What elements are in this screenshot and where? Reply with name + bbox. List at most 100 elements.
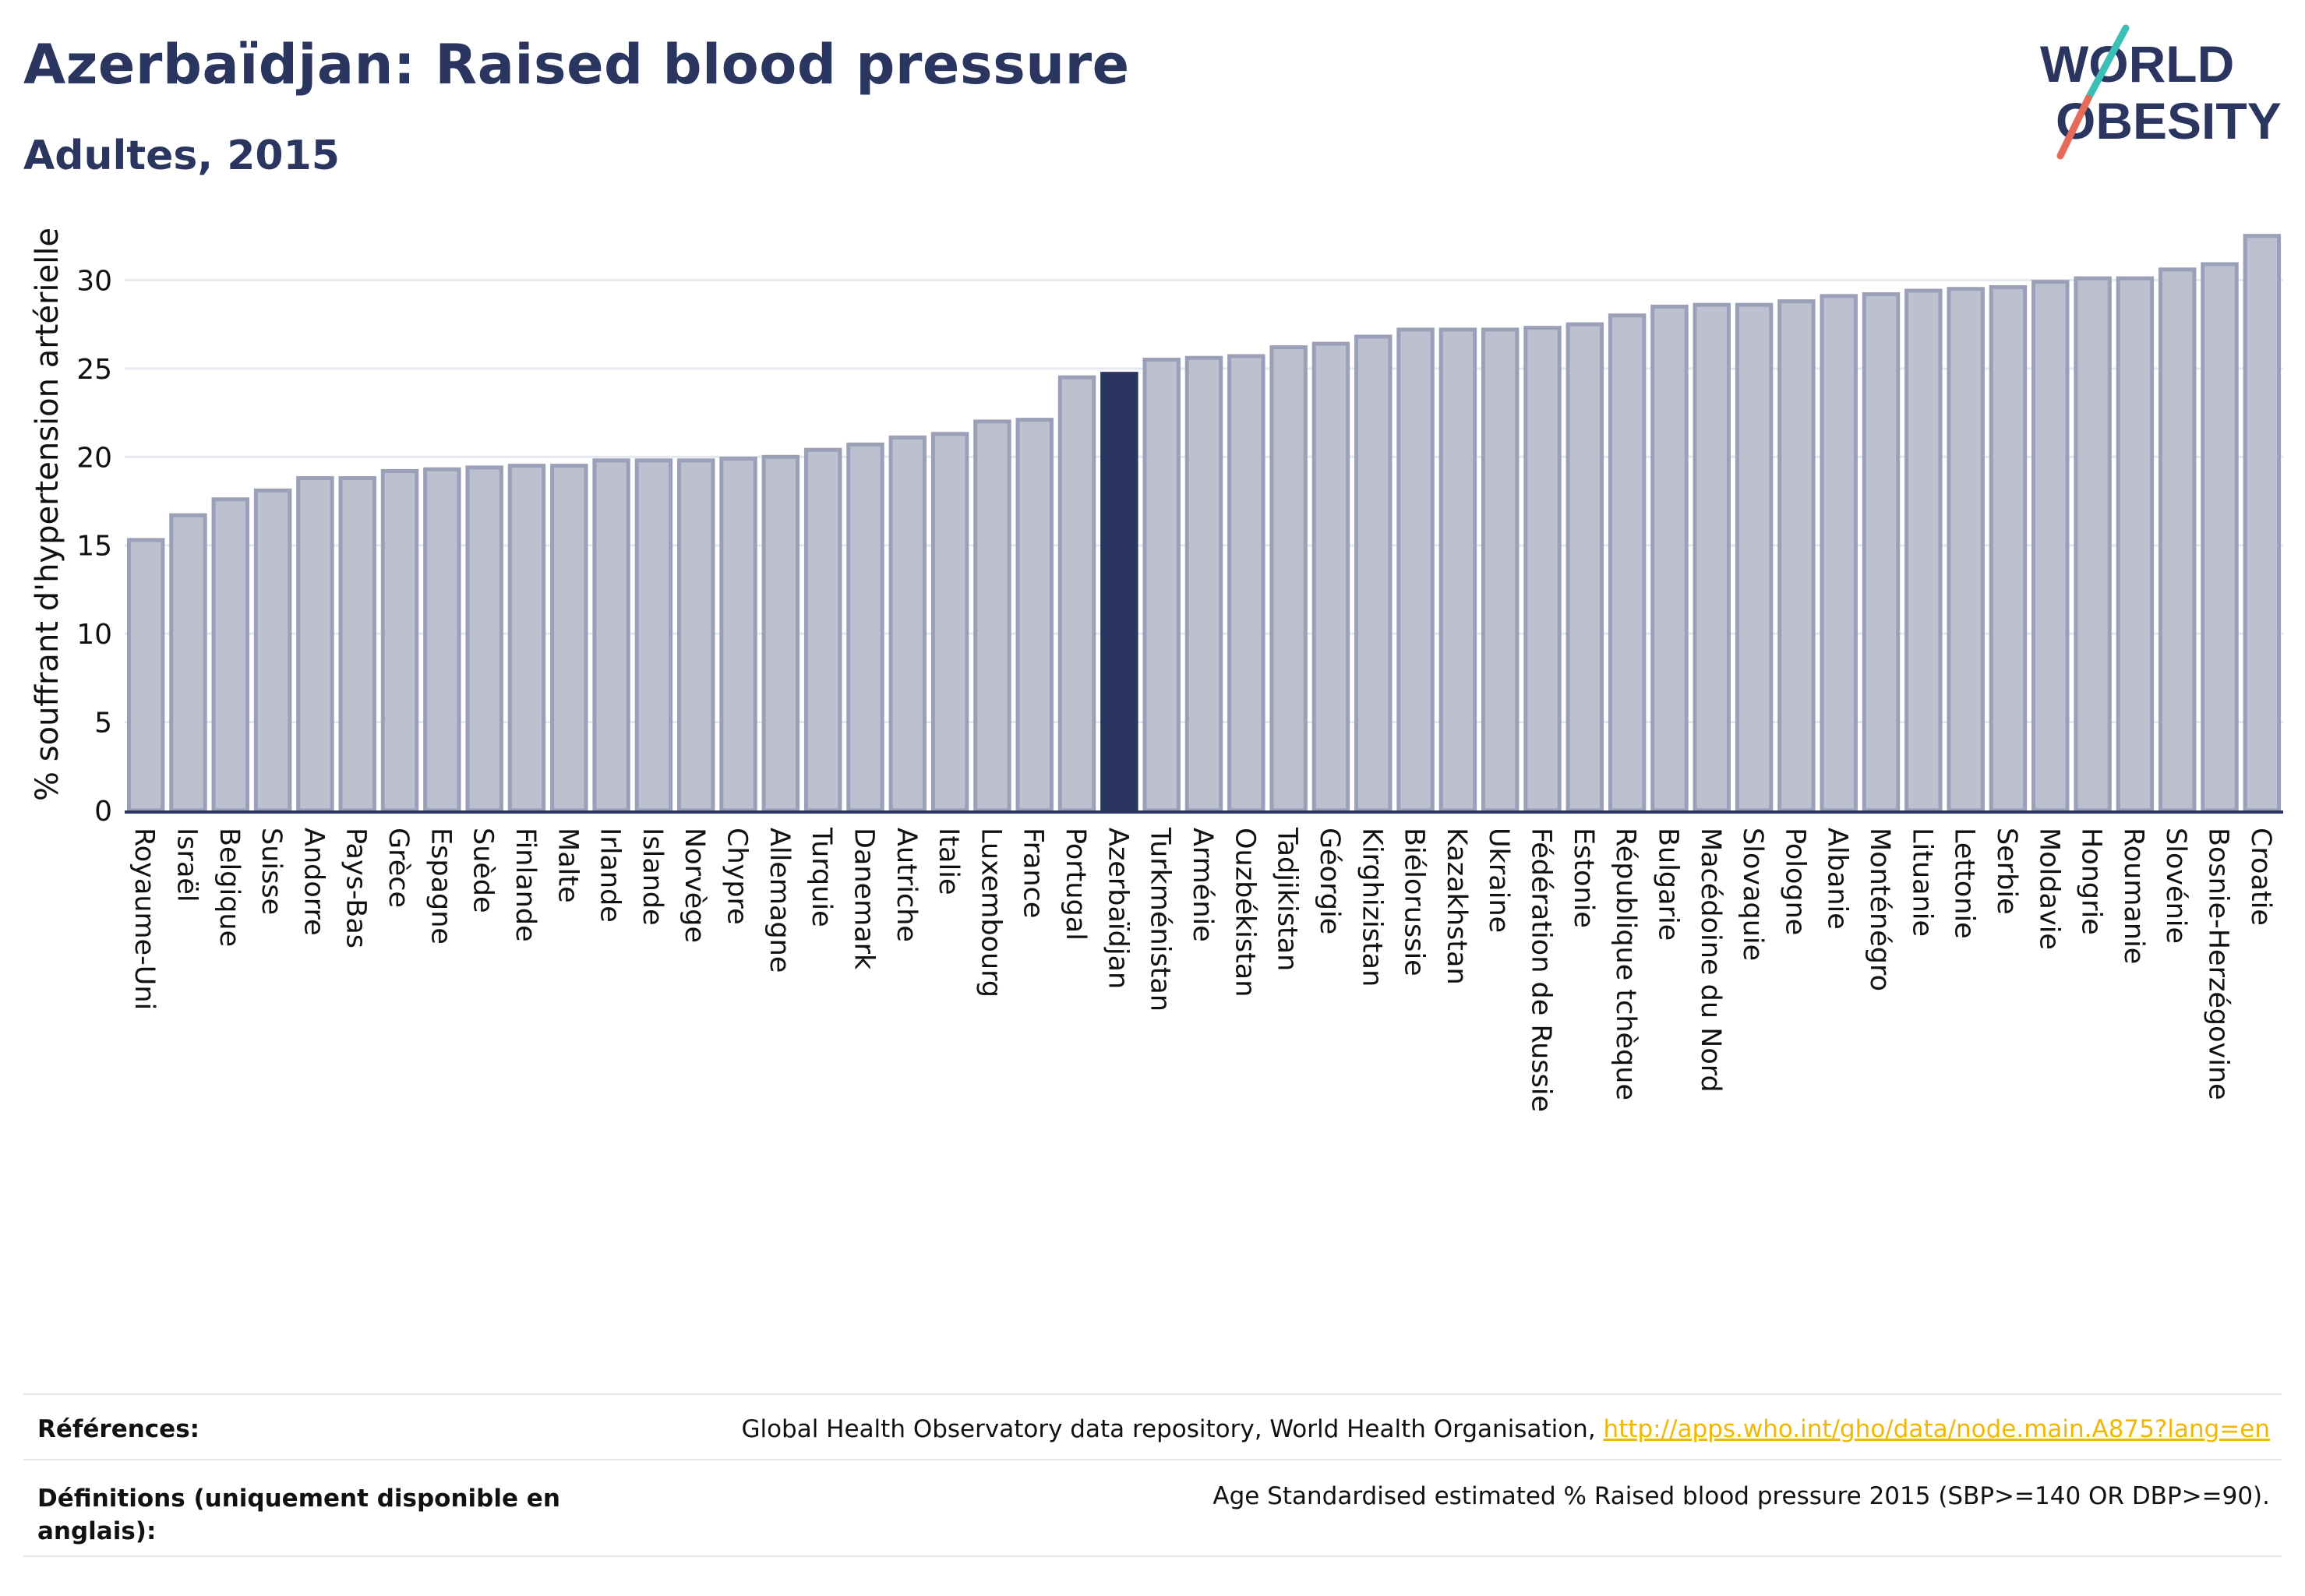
x-tick-label: Chypre — [722, 828, 753, 925]
x-tick-label: Turquie — [806, 827, 837, 927]
x-tick-label: Israël — [171, 828, 202, 902]
x-tick-label: France — [1018, 828, 1049, 918]
x-tick-label: Kirghizistan — [1356, 828, 1387, 987]
x-tick-label: Serbie — [1991, 828, 2022, 915]
x-tick-label: Malte — [552, 828, 583, 903]
x-tick-label: Roumanie — [2118, 828, 2149, 964]
bar-chart: 0 5 10 15 20 25 30 Royaume-Uni Israël Belgique Su… — [30, 228, 2283, 1112]
bar — [2074, 276, 2112, 813]
x-tick-label: Monténégro — [1864, 828, 1895, 991]
bar — [1777, 299, 1816, 813]
world-obesity-logo: WORLD OBESITY — [2040, 24, 2282, 160]
x-tick-label: Kazakhstan — [1441, 828, 1472, 985]
bar — [126, 538, 165, 813]
x-tick-label: Irlande — [595, 828, 626, 923]
y-tick-label: 5 — [94, 708, 112, 740]
bar — [1523, 326, 1562, 813]
y-tick-labels: 0 5 10 15 20 25 30 — [76, 265, 112, 828]
definitions-label-line1: Définitions (uniquement disponible en — [37, 1485, 560, 1513]
chart-title: Azerbaïdjan: Raised blood pressure — [23, 33, 1130, 97]
x-tick-label: Hongrie — [2076, 828, 2107, 935]
bar — [1184, 355, 1223, 813]
bar — [888, 435, 927, 813]
x-tick-label: Lettonie — [1949, 828, 1980, 939]
bar — [930, 432, 969, 813]
footer-divider-bottom — [23, 1555, 2282, 1557]
logo-slash-teal — [2084, 24, 2130, 102]
bar — [1142, 357, 1181, 813]
x-tick-label: Espagne — [425, 828, 456, 945]
x-tick-label: Ouzbékistan — [1229, 828, 1260, 997]
x-tick-label: Suède — [468, 828, 499, 913]
x-tick-label: Albanie — [1822, 828, 1853, 930]
y-tick-label: 30 — [76, 265, 112, 297]
bar — [1481, 327, 1520, 813]
bar — [1311, 341, 1350, 813]
logo-line2: OBESITY — [2056, 92, 2282, 150]
bar — [380, 468, 419, 813]
definitions-text: Age Standardised estimated % Raised bloo… — [1213, 1482, 2270, 1510]
x-tick-label: Fédération de Russie — [1526, 828, 1557, 1112]
x-tick-label: Italie — [933, 828, 964, 895]
bar — [1650, 304, 1689, 813]
bar — [2201, 262, 2239, 813]
x-tick-label: Estonie — [1568, 828, 1599, 928]
bar — [423, 467, 461, 813]
bar — [677, 458, 715, 813]
bar — [2031, 280, 2070, 813]
bar — [761, 454, 800, 813]
bar — [1565, 322, 1604, 813]
bar — [1015, 418, 1054, 813]
footer-divider-top — [23, 1393, 2282, 1395]
bar — [1354, 334, 1393, 813]
footer-divider-middle — [23, 1459, 2282, 1460]
bar — [973, 419, 1011, 813]
x-tick-label: Ukraine — [1483, 828, 1514, 933]
x-tick-label: Andorre — [298, 828, 329, 936]
references-text: Global Health Observatory data repositor… — [741, 1415, 2270, 1443]
bar — [1947, 287, 1985, 813]
bar — [2158, 267, 2197, 813]
x-tick-label: Finlande — [510, 828, 541, 942]
references-link[interactable]: http://apps.who.int/gho/data/node.main.A… — [1603, 1415, 2270, 1443]
x-tick-label: Slovénie — [2160, 828, 2191, 944]
x-tick-label: Belgique — [214, 828, 245, 947]
x-tick-label: Macédoine du Nord — [1695, 828, 1726, 1093]
x-tick-label: Arménie — [1187, 828, 1218, 942]
bar-highlight — [1100, 372, 1138, 813]
x-tick-label: République tchèque — [1610, 828, 1641, 1100]
bar — [1989, 284, 2028, 813]
bar — [1396, 327, 1435, 813]
x-tick-label: Portugal — [1060, 828, 1091, 941]
bar — [1608, 313, 1647, 813]
x-tick-label: Danemark — [848, 828, 879, 970]
logo-slash-coral — [2056, 94, 2092, 160]
bar — [846, 442, 884, 813]
bar — [2243, 234, 2282, 813]
bar — [1693, 302, 1731, 813]
x-tick-label: Norvège — [679, 828, 710, 943]
x-tick-label: Allemagne — [764, 828, 795, 973]
definitions-label: Définitions (uniquement disponible en an… — [37, 1482, 560, 1548]
y-tick-label: 15 — [76, 531, 112, 563]
x-tick-label: Moldavie — [2033, 828, 2064, 950]
bar — [592, 458, 630, 813]
bar — [1227, 354, 1265, 813]
x-tick-label: Biélorussie — [1399, 828, 1430, 976]
x-tick-label: Pays-Bas — [341, 828, 372, 948]
y-axis-label: % souffrant d'hypertension artérielle — [30, 228, 65, 801]
bar — [1269, 345, 1308, 813]
bar — [1904, 288, 1943, 813]
bar — [1438, 327, 1477, 813]
x-tick-label: Azerbaïdjan — [1102, 828, 1133, 989]
bar — [507, 464, 546, 813]
chart-subtitle: Adultes, 2015 — [23, 132, 340, 179]
x-tick-label: Bosnie-Herzégovine — [2203, 828, 2234, 1100]
x-tick-label: Islande — [637, 828, 668, 926]
y-tick-label: 20 — [76, 442, 112, 474]
bars — [126, 234, 2282, 813]
x-tick-label: Bulgarie — [1652, 828, 1683, 941]
bar — [296, 475, 334, 813]
bar — [253, 488, 292, 813]
x-tick-label: Pologne — [1779, 828, 1810, 935]
